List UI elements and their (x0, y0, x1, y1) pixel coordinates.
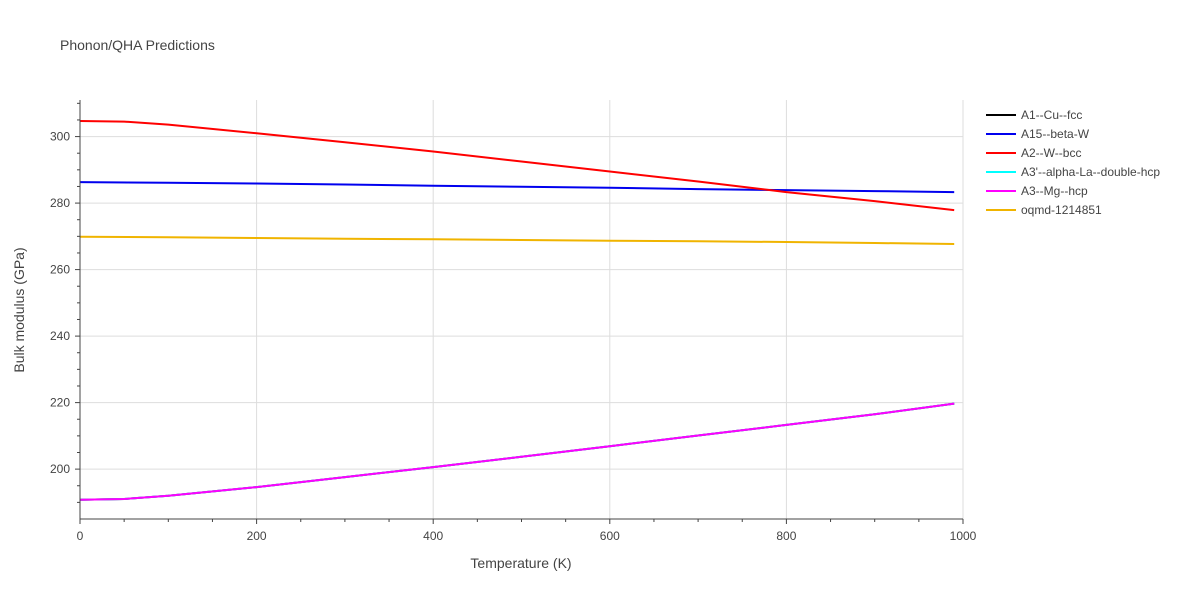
y-tick-label: 200 (50, 462, 70, 476)
legend-label: A15--beta-W (1021, 127, 1090, 141)
y-tick-label: 280 (50, 196, 70, 210)
chart-title: Phonon/QHA Predictions (60, 37, 215, 53)
legend-item[interactable]: A1--Cu--fcc (986, 108, 1082, 122)
legend-item[interactable]: A3--Mg--hcp (986, 184, 1088, 198)
x-tick-label: 1000 (950, 529, 977, 543)
y-tick-label: 300 (50, 130, 70, 144)
axes: 0 200 400 600 800 1000 200 220 240 260 280 300 (50, 100, 977, 543)
legend-label: A3'--alpha-La--double-hcp (1021, 165, 1160, 179)
y-tick-label: 220 (50, 396, 70, 410)
legend-label: A1--Cu--fcc (1021, 108, 1082, 122)
legend[interactable]: A1--Cu--fcc A15--beta-W A2--W--bcc A3'--alp… (986, 108, 1160, 217)
plot-area (79, 120, 955, 501)
legend-item[interactable]: A2--W--bcc (986, 146, 1081, 160)
series-line-0 (79, 402, 955, 501)
x-tick-label: 800 (776, 529, 796, 543)
legend-label: oqmd-1214851 (1021, 203, 1102, 217)
series-line-3 (79, 402, 955, 501)
series-line-4 (79, 402, 955, 501)
series-line-2 (79, 120, 955, 212)
legend-label: A2--W--bcc (1021, 146, 1081, 160)
x-tick-label: 400 (423, 529, 443, 543)
x-tick-label: 0 (77, 529, 84, 543)
y-tick-label: 240 (50, 329, 70, 343)
y-axis-title: Bulk modulus (GPa) (11, 247, 27, 372)
legend-item[interactable]: oqmd-1214851 (986, 203, 1102, 217)
x-tick-label: 200 (247, 529, 267, 543)
series-line-1 (79, 181, 955, 194)
series-line-5 (79, 235, 955, 245)
grid (80, 100, 964, 519)
legend-item[interactable]: A15--beta-W (986, 127, 1090, 141)
x-tick-label: 600 (600, 529, 620, 543)
x-axis-title: Temperature (K) (470, 555, 571, 571)
legend-label: A3--Mg--hcp (1021, 184, 1088, 198)
legend-item[interactable]: A3'--alpha-La--double-hcp (986, 165, 1160, 179)
y-tick-label: 260 (50, 263, 70, 277)
